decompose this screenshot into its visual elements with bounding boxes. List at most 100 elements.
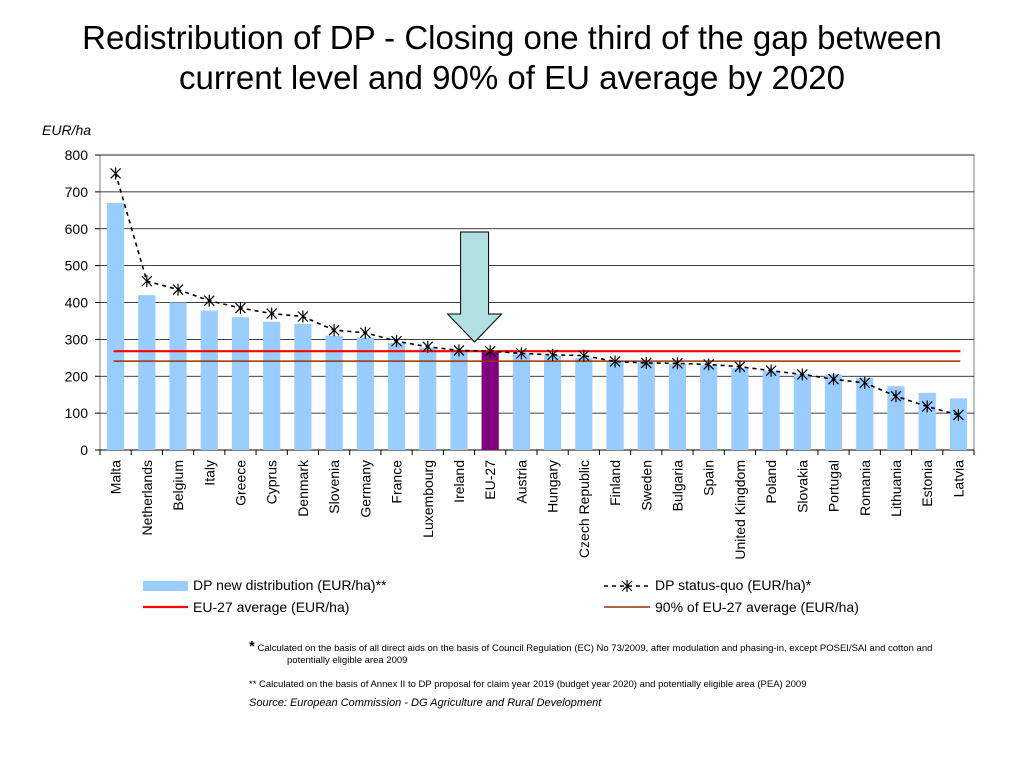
x-tick-label-luxembourg: Luxembourg [420, 460, 436, 538]
x-tick-label-portugal: Portugal [826, 460, 842, 512]
bar-austria [512, 353, 530, 450]
x-tick-label-czech-republic: Czech Republic [576, 460, 592, 558]
bar-finland [606, 361, 624, 450]
footnote-1-line1: Calculated on the basis of all direct ai… [257, 643, 933, 654]
x-tick-labels: Malta Netherlands Belgium Italy Greece Cyprus… [108, 459, 967, 560]
status-quo-point-spain [703, 358, 715, 371]
chart-title-line2: current level and 90% of EU average by 2… [179, 59, 845, 96]
status-quo-point-portugal [828, 373, 839, 386]
y-tick-label-600: 600 [65, 221, 89, 237]
x-tick-label-lithuania: Lithuania [888, 460, 904, 517]
legend-label-90pct-average: 90% of EU-27 average (EUR/ha) [655, 599, 859, 615]
bars [107, 202, 967, 450]
status-quo-point-sweden [640, 356, 652, 369]
status-quo-point-czech-republic [578, 349, 590, 362]
x-tick-label-malta: Malta [108, 460, 124, 494]
x-tick-label-poland: Poland [763, 460, 779, 504]
status-quo-point-belgium [172, 283, 184, 296]
x-tick-label-romania: Romania [857, 460, 873, 516]
down-arrow-icon [446, 231, 503, 343]
status-quo-point-netherlands [141, 275, 153, 288]
x-tick-label-bulgaria: Bulgaria [669, 460, 685, 512]
bar-united-kingdom [731, 368, 749, 450]
status-quo-point-united-kingdom [734, 360, 746, 373]
x-tick-label-eu-27: EU-27 [482, 460, 498, 500]
x-tick-label-slovenia: Slovenia [326, 460, 342, 514]
status-quo-point-greece [235, 302, 246, 315]
x-tick-label-austria: Austria [513, 460, 529, 504]
x-tick-label-estonia: Estonia [919, 460, 935, 507]
x-tick-label-united-kingdom: United Kingdom [732, 460, 748, 560]
y-tick-label-500: 500 [65, 258, 89, 274]
source-note: Source: European Commission - DG Agricul… [249, 697, 602, 709]
status-quo-point-hungary [547, 348, 559, 361]
legend-label-eu-average: EU-27 average (EUR/ha) [193, 599, 350, 615]
x-tick-label-italy: Italy [201, 460, 217, 486]
legend-swatch-new-distribution [143, 581, 188, 591]
bar-germany [356, 337, 374, 450]
status-quo-point-lithuania [890, 390, 902, 403]
status-quo-point-romania [859, 376, 871, 389]
x-tick-label-finland: Finland [607, 460, 623, 506]
bar-portugal [824, 374, 843, 450]
footnote-2: ** Calculated on the basis of Annex II t… [249, 679, 807, 690]
y-tick-label-300: 300 [65, 331, 89, 347]
bar-france [387, 343, 406, 450]
bar-czech-republic [575, 357, 593, 450]
x-tick-label-greece: Greece [232, 460, 248, 506]
status-quo-dashed-line [114, 173, 959, 416]
bar-sweden [637, 362, 655, 450]
y-axis-label: EUR/ha [42, 122, 92, 138]
status-quo-point-ireland [453, 344, 465, 357]
bar-poland [762, 370, 780, 450]
status-quo-point-estonia [921, 400, 933, 413]
bar-malta [107, 202, 125, 450]
legend-label-status-quo: DP status-quo (EUR/ha)* [655, 577, 812, 593]
x-tick-label-denmark: Denmark [295, 459, 311, 517]
y-tick-label-0: 0 [80, 442, 88, 458]
bar-cyprus [263, 321, 281, 450]
status-quo-point-finland [609, 355, 621, 368]
bar-denmark [294, 323, 312, 450]
status-quo-point-cyprus [266, 307, 278, 320]
bar-slovakia [793, 373, 811, 450]
status-quo-point-slovakia [796, 368, 808, 381]
x-tick-label-hungary: Hungary [545, 460, 561, 513]
legend-label-new-distribution: DP new distribution (EUR/ha)** [193, 577, 387, 593]
x-tick-label-belgium: Belgium [170, 460, 186, 511]
status-quo-point-italy [203, 294, 215, 307]
status-quo-point-slovenia [328, 324, 340, 337]
y-tick-label-800: 800 [65, 147, 89, 163]
chart-area: 0 100 200 300 400 500 600 700 800 Malta Netherlan… [65, 147, 975, 609]
bar-luxembourg [419, 347, 437, 450]
bar-hungary [544, 355, 562, 450]
x-tick-label-france: France [389, 460, 405, 504]
status-quo-point-poland [765, 364, 777, 377]
status-quo-point-france [391, 335, 402, 348]
x-tick-label-ireland: Ireland [451, 460, 467, 503]
bar-bulgaria [668, 363, 687, 450]
status-quo-point-luxembourg [422, 340, 434, 353]
footnote-1: * Calculated on the basis of all direct … [249, 639, 979, 667]
x-tick-label-slovakia: Slovakia [794, 460, 810, 513]
bar-latvia [949, 398, 967, 450]
y-tick-label-700: 700 [65, 184, 89, 200]
x-tick-label-cyprus: Cyprus [264, 460, 280, 504]
status-quo-point-denmark [297, 310, 309, 323]
y-tick-label-400: 400 [65, 295, 89, 311]
bar-romania [856, 377, 874, 450]
bar-greece [231, 317, 250, 450]
x-tick-label-sweden: Sweden [638, 460, 654, 511]
chart-title-line1: Redistribution of DP - Closing one third… [82, 19, 942, 56]
bar-belgium [169, 302, 187, 450]
reference-lines [113, 350, 961, 362]
footnote-1-line2: potentially eligible area 2009 [287, 655, 408, 666]
x-tick-label-netherlands: Netherlands [139, 460, 155, 536]
bar-eu-27 [481, 351, 499, 450]
bar-italy [200, 310, 218, 450]
y-tick-label-200: 200 [65, 368, 89, 384]
status-quo-point-latvia [952, 408, 964, 421]
status-quo-point-bulgaria [672, 357, 683, 370]
status-quo-point-eu-27 [484, 345, 496, 358]
legend-star-icon [621, 580, 633, 592]
